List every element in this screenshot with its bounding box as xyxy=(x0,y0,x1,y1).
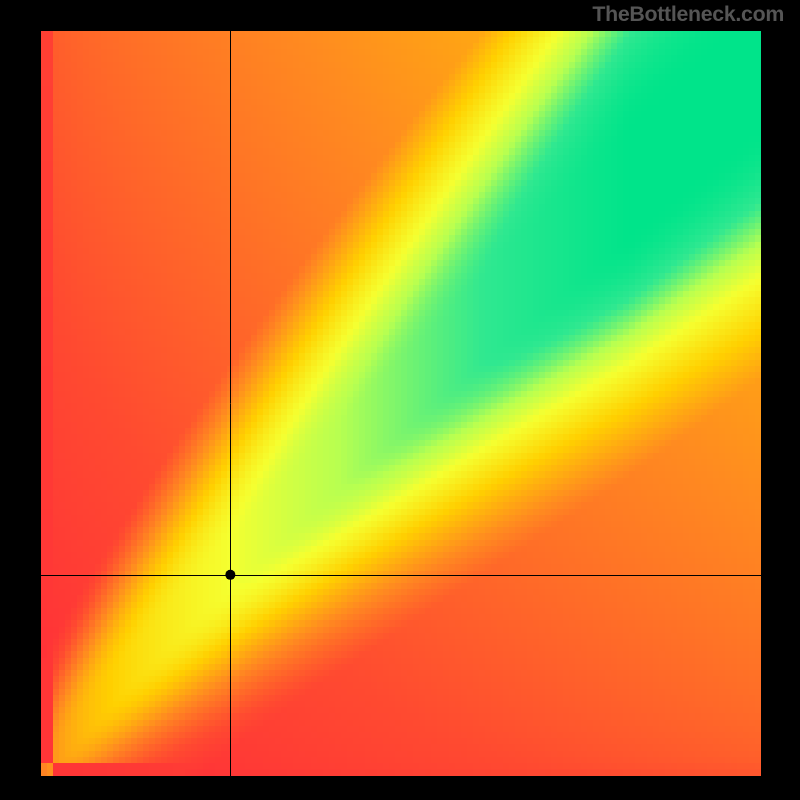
bottleneck-heatmap xyxy=(41,31,761,776)
attribution-text: TheBottleneck.com xyxy=(592,2,784,27)
